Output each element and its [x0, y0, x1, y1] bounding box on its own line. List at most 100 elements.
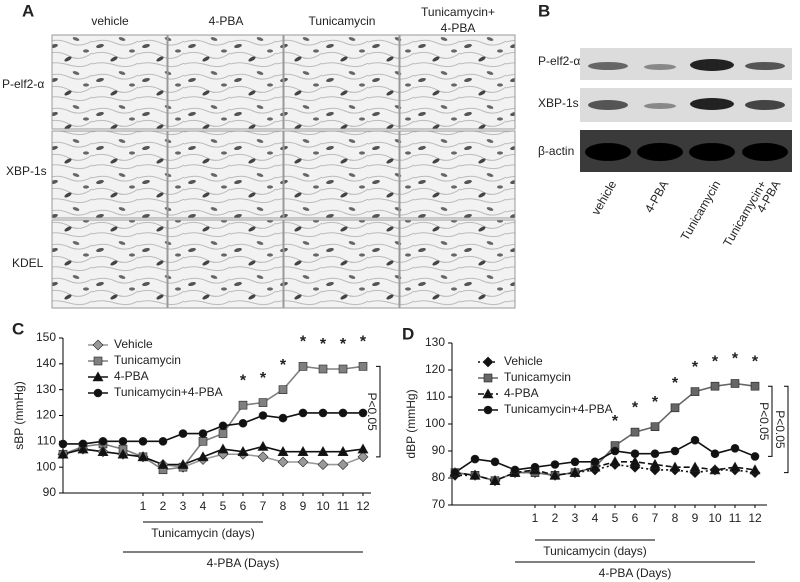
x-tick-label: 9	[300, 499, 307, 513]
legend-marker	[482, 388, 494, 399]
period-label: 4-PBA (Days)	[599, 566, 672, 580]
x-tick-label: 2	[552, 511, 559, 525]
row-label: P-elf2-α	[2, 77, 44, 91]
series-line	[454, 439, 756, 474]
y-tick-label: 140	[36, 356, 56, 370]
marker	[258, 411, 268, 420]
x-tick-label: 10	[316, 499, 330, 513]
marker	[238, 418, 248, 428]
significance: *	[652, 394, 659, 411]
series-line	[63, 412, 363, 445]
marker	[630, 449, 640, 459]
marker	[709, 464, 721, 475]
significance: *	[240, 372, 247, 389]
bracket-label: P<0.05	[773, 410, 787, 449]
marker	[549, 469, 561, 480]
marker	[729, 461, 741, 472]
x-tick-label: 12	[356, 499, 370, 513]
marker	[670, 446, 680, 456]
marker	[318, 408, 328, 418]
marker	[198, 437, 208, 446]
row-label: XBP-1s	[538, 96, 579, 110]
marker	[650, 449, 660, 459]
marker	[258, 398, 268, 407]
y-tick-label: 100	[36, 459, 56, 473]
marker	[470, 454, 480, 464]
band	[637, 143, 683, 161]
micrograph	[399, 34, 516, 130]
marker	[669, 461, 681, 472]
column-label: vehicle	[589, 178, 620, 218]
x-tick-label: 12	[748, 511, 762, 525]
x-tick-label: 8	[672, 511, 679, 525]
marker	[58, 439, 68, 449]
micrograph	[283, 130, 400, 219]
micrograph	[399, 130, 516, 219]
marker	[57, 448, 69, 459]
x-tick-label: 3	[572, 511, 579, 525]
marker	[177, 458, 189, 469]
y-tick-label: 150	[36, 330, 56, 344]
panel-label: D	[402, 324, 414, 343]
significance: *	[360, 334, 367, 351]
y-tick-label: 130	[36, 382, 56, 396]
marker	[649, 458, 661, 469]
marker	[278, 385, 288, 394]
legend-label: Vehicle	[114, 337, 153, 351]
significance: *	[672, 375, 679, 392]
significance: *	[260, 370, 267, 387]
marker	[138, 437, 148, 446]
marker	[197, 451, 209, 462]
significance: *	[632, 399, 639, 416]
x-tick-label: 5	[612, 511, 619, 525]
marker	[629, 456, 641, 467]
marker	[550, 460, 560, 469]
y-tick-label: 120	[36, 408, 56, 422]
significance: *	[692, 359, 699, 376]
band	[745, 100, 785, 110]
marker	[257, 440, 269, 451]
row-label: XBP-1s	[6, 164, 47, 178]
significance: *	[752, 353, 759, 370]
x-tick-label: 10	[708, 511, 722, 525]
legend-marker	[483, 405, 493, 415]
bracket-label: P<0.05	[365, 392, 379, 431]
panel-label: C	[12, 319, 24, 338]
marker	[710, 381, 720, 391]
marker	[297, 456, 309, 468]
marker	[689, 461, 701, 472]
marker	[490, 457, 500, 467]
marker	[357, 451, 369, 463]
y-tick-label: 110	[426, 389, 445, 403]
y-axis-label: sBP (mmHg)	[12, 381, 26, 449]
marker	[469, 469, 481, 480]
micrograph	[167, 130, 284, 219]
column-label: Tunicamycin+	[421, 5, 495, 19]
legend-marker	[92, 371, 104, 382]
marker	[569, 466, 581, 477]
panel-label: A	[22, 1, 34, 20]
bracket-label: P<0.05	[757, 402, 771, 441]
band	[690, 59, 734, 71]
marker	[590, 457, 600, 467]
y-tick-label: 120	[425, 362, 445, 376]
marker	[338, 364, 348, 374]
significance: *	[732, 351, 739, 368]
column-label: Tunicamycin	[678, 178, 724, 243]
column-label: 4-PBA	[209, 14, 244, 28]
marker	[450, 468, 460, 477]
legend-marker	[483, 373, 493, 383]
marker	[337, 446, 349, 456]
y-tick-label: 90	[43, 485, 57, 499]
y-tick-label: 90	[432, 443, 446, 457]
marker	[510, 465, 520, 475]
x-tick-label: 1	[140, 499, 147, 513]
marker	[277, 456, 289, 468]
y-tick-label: 130	[425, 335, 445, 349]
x-tick-label: 1	[532, 511, 539, 525]
marker	[137, 451, 149, 462]
marker	[489, 475, 501, 486]
marker	[338, 408, 348, 418]
x-tick-label: 4	[200, 499, 207, 513]
legend-label: 4-PBA	[504, 386, 539, 400]
